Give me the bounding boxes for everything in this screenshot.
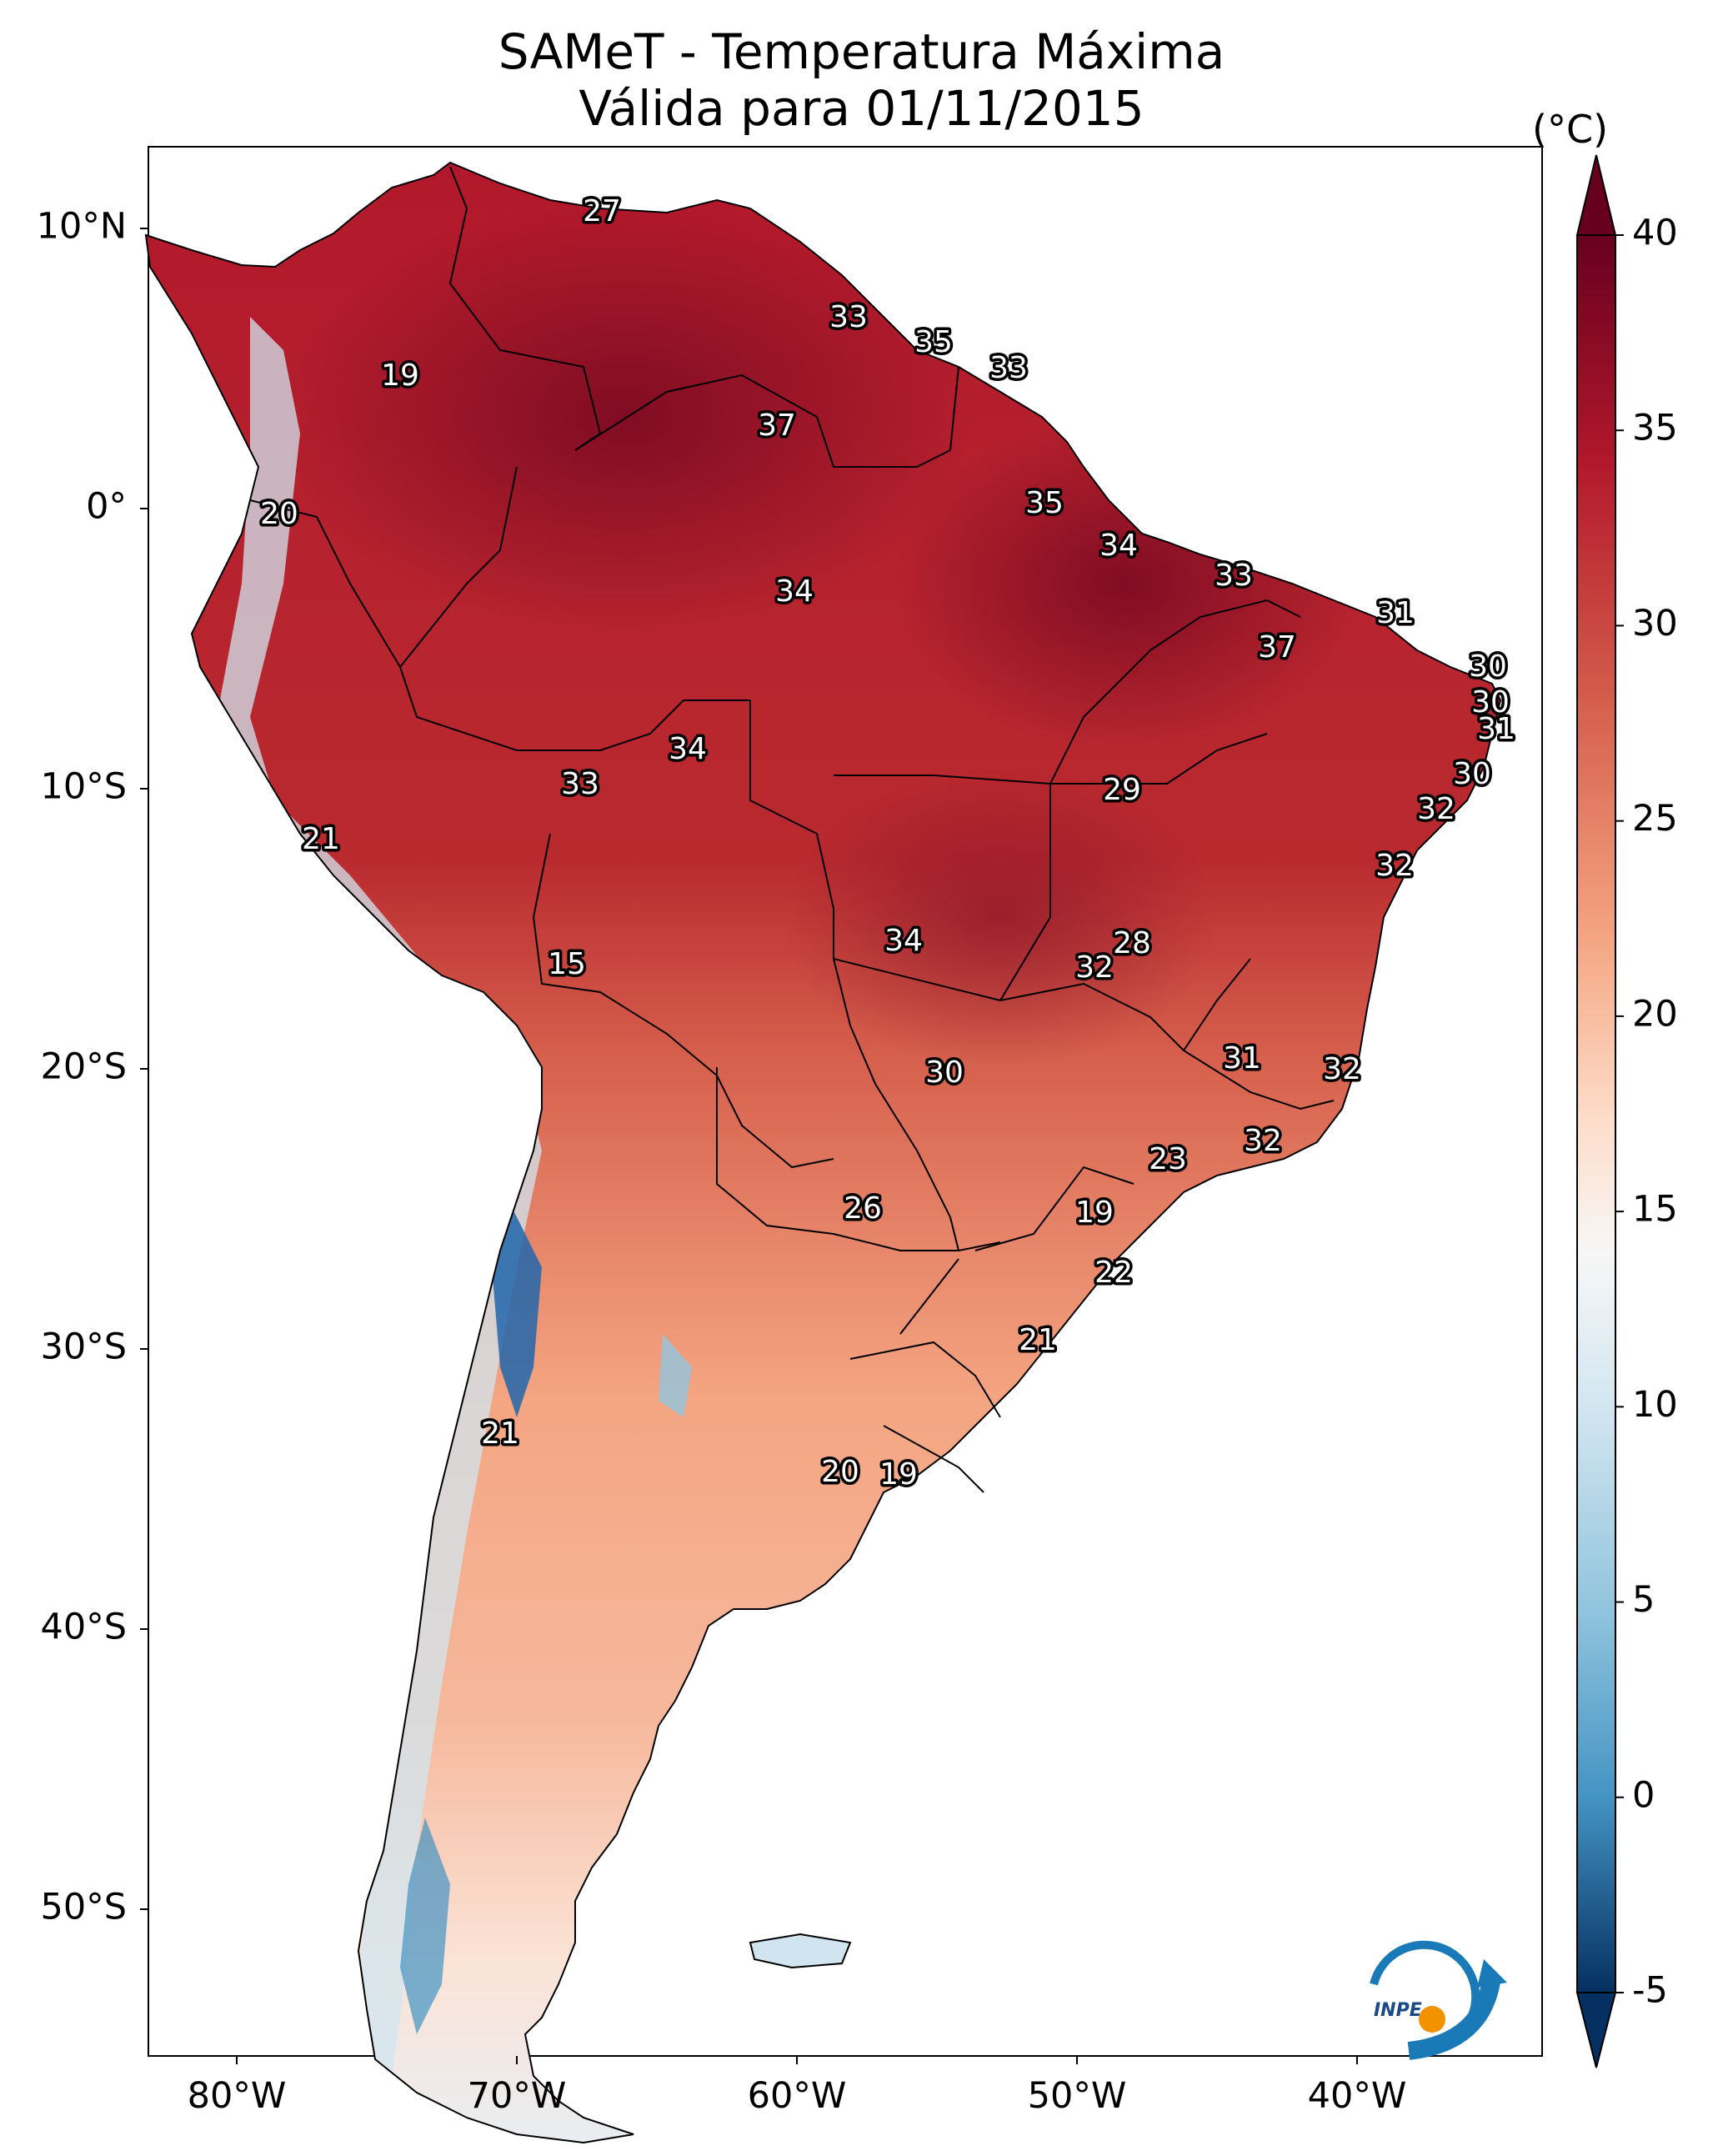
map-subtitle: Válida para 01/11/2015: [579, 80, 1144, 137]
station-label: 35: [1025, 486, 1064, 520]
station-label: 30: [925, 1055, 964, 1090]
station-label: 31: [1223, 1041, 1261, 1075]
lon-tick-label: 70°W: [468, 2075, 567, 2117]
colorbar-tick-label: 5: [1632, 1579, 1655, 1621]
lat-tick-label: 0°: [86, 486, 127, 528]
station-label: 30: [1469, 649, 1507, 684]
station-label: 26: [844, 1191, 882, 1226]
station-label: 20: [821, 1455, 859, 1489]
country-borders: [249, 166, 1335, 1493]
lat-tick-label: 10°S: [40, 766, 127, 808]
lon-tick-label: 60°W: [748, 2075, 847, 2117]
colorbar: 40 35 30 25 20 15 10 5 0 -5: [1575, 154, 1678, 2068]
station-label: 27: [583, 194, 621, 228]
station-label: 29: [1103, 773, 1141, 807]
station-label: 32: [1244, 1124, 1282, 1158]
colorbar-bar: [1576, 234, 1616, 1993]
station-label: 33: [1215, 559, 1253, 593]
station-label: 19: [1075, 1196, 1114, 1230]
map-title: SAMeT - Temperatura Máxima: [498, 23, 1225, 80]
station-label: 30: [1453, 757, 1491, 791]
colorbar-bottom-extend: [1575, 1992, 1617, 2068]
colorbar-tick-label: 20: [1632, 993, 1678, 1035]
station-label: 19: [381, 358, 419, 393]
station-label: 21: [302, 822, 340, 856]
station-label: 32: [1375, 849, 1414, 883]
lon-tick-label: 50°W: [1028, 2075, 1127, 2117]
station-label: 34: [775, 574, 814, 609]
station-label: 30: [1471, 685, 1510, 720]
lat-tick-label: 10°N: [37, 206, 127, 248]
longitude-ticks: 80°W 70°W 60°W 50°W 40°W: [188, 2056, 1407, 2117]
colorbar-tick-label: 15: [1632, 1189, 1678, 1231]
station-label: 32: [1323, 1052, 1361, 1086]
station-label: 31: [1477, 712, 1515, 746]
lat-tick-label: 40°S: [40, 1607, 127, 1648]
station-label: 32: [1075, 950, 1114, 985]
lat-tick-label: 50°S: [40, 1887, 127, 1928]
station-label: 20: [260, 497, 298, 531]
colorbar-tick-label: 25: [1632, 798, 1678, 840]
lon-tick-label: 80°W: [188, 2075, 287, 2117]
falkland-islands: [749, 1933, 852, 1969]
inpe-logo-text: INPE: [1374, 2000, 1422, 2021]
station-label: 31: [1376, 596, 1415, 630]
station-label: 33: [829, 300, 868, 334]
colorbar-tick-label: 40: [1632, 213, 1678, 254]
station-label: 21: [481, 1416, 519, 1451]
colorbar-tick-label: 30: [1632, 603, 1678, 644]
station-label: 22: [1094, 1256, 1133, 1290]
station-label: 33: [561, 767, 599, 801]
colorbar-tick-label: -5: [1632, 1970, 1668, 2012]
station-label: 33: [989, 351, 1028, 385]
lat-tick-label: 30°S: [40, 1326, 127, 1368]
inpe-logo: INPE: [1370, 1940, 1507, 2060]
station-label: 28: [1113, 926, 1151, 960]
station-label: 37: [758, 409, 796, 443]
station-label: 37: [1258, 630, 1296, 664]
station-label: 15: [548, 947, 586, 981]
colorbar-top-extend: [1575, 154, 1617, 236]
station-label: 34: [884, 924, 923, 958]
station-label: 35: [914, 325, 953, 359]
lon-tick-label: 40°W: [1308, 2075, 1407, 2117]
latitude-ticks: 10°N 0° 10°S 20°S 30°S 40°S 50°S: [37, 206, 148, 1928]
station-label: 34: [669, 732, 707, 766]
colorbar-tick-label: 10: [1632, 1384, 1678, 1426]
colorbar-unit: (°C): [1532, 107, 1609, 152]
station-label: 32: [1417, 792, 1455, 826]
station-label: 19: [879, 1457, 918, 1492]
lat-tick-label: 20°S: [40, 1046, 127, 1088]
station-label: 21: [1019, 1323, 1057, 1357]
station-label: 34: [1099, 529, 1138, 563]
colorbar-tick-label: 0: [1632, 1774, 1655, 1816]
colorbar-tick-label: 35: [1632, 408, 1678, 449]
station-label: 23: [1149, 1142, 1187, 1176]
